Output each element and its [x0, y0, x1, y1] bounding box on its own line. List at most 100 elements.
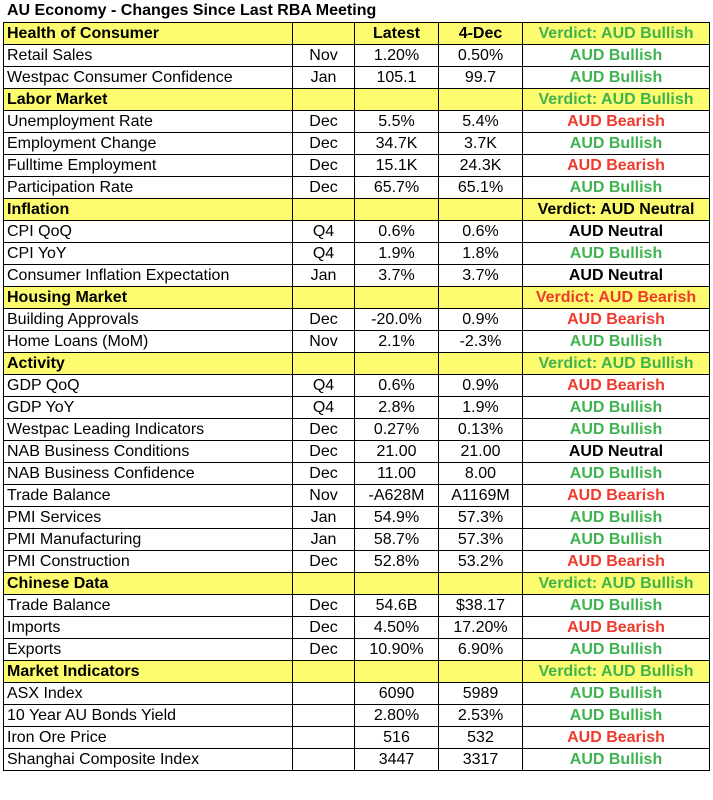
indicator-name-cell[interactable]: NAB Business Conditions: [3, 440, 293, 463]
latest-value-cell[interactable]: 54.6B: [354, 594, 439, 617]
verdict-cell[interactable]: AUD Neutral: [522, 220, 710, 243]
indicator-name-cell[interactable]: Labor Market: [3, 88, 293, 111]
verdict-cell[interactable]: Verdict: AUD Neutral: [522, 198, 710, 221]
period-cell[interactable]: Dec: [292, 110, 355, 133]
previous-value-cell[interactable]: [438, 198, 523, 221]
latest-value-cell[interactable]: [354, 660, 439, 683]
period-cell[interactable]: [292, 748, 355, 771]
indicator-name-cell[interactable]: Shanghai Composite Index: [3, 748, 293, 771]
indicator-name-cell[interactable]: Housing Market: [3, 286, 293, 309]
previous-value-cell[interactable]: 17.20%: [438, 616, 523, 639]
verdict-cell[interactable]: AUD Bullish: [522, 418, 710, 441]
latest-value-cell[interactable]: 4.50%: [354, 616, 439, 639]
previous-value-cell[interactable]: A1169M: [438, 484, 523, 507]
verdict-cell[interactable]: AUD Bullish: [522, 506, 710, 529]
indicator-name-cell[interactable]: Activity: [3, 352, 293, 375]
verdict-cell[interactable]: AUD Bullish: [522, 242, 710, 265]
latest-value-cell[interactable]: 58.7%: [354, 528, 439, 551]
verdict-cell[interactable]: AUD Bullish: [522, 176, 710, 199]
previous-value-cell[interactable]: 532: [438, 726, 523, 749]
period-cell[interactable]: Dec: [292, 440, 355, 463]
previous-value-cell[interactable]: 0.9%: [438, 308, 523, 331]
indicator-name-cell[interactable]: Building Approvals: [3, 308, 293, 331]
previous-value-cell[interactable]: 99.7: [438, 66, 523, 89]
indicator-name-cell[interactable]: GDP QoQ: [3, 374, 293, 397]
period-cell[interactable]: [292, 660, 355, 683]
previous-value-cell[interactable]: -2.3%: [438, 330, 523, 353]
verdict-cell[interactable]: AUD Bullish: [522, 682, 710, 705]
previous-value-cell[interactable]: 1.9%: [438, 396, 523, 419]
latest-value-cell[interactable]: [354, 88, 439, 111]
indicator-name-cell[interactable]: Health of Consumer: [3, 22, 293, 45]
indicator-name-cell[interactable]: Westpac Consumer Confidence: [3, 66, 293, 89]
latest-value-cell[interactable]: 2.80%: [354, 704, 439, 727]
verdict-cell[interactable]: AUD Bullish: [522, 330, 710, 353]
previous-value-cell[interactable]: [438, 572, 523, 595]
indicator-name-cell[interactable]: 10 Year AU Bonds Yield: [3, 704, 293, 727]
latest-value-cell[interactable]: [354, 198, 439, 221]
previous-value-cell[interactable]: 5989: [438, 682, 523, 705]
previous-value-cell[interactable]: 65.1%: [438, 176, 523, 199]
verdict-cell[interactable]: AUD Bullish: [522, 462, 710, 485]
verdict-cell[interactable]: Verdict: AUD Bullish: [522, 88, 710, 111]
previous-value-cell[interactable]: 57.3%: [438, 528, 523, 551]
indicator-name-cell[interactable]: Imports: [3, 616, 293, 639]
previous-value-cell[interactable]: 53.2%: [438, 550, 523, 573]
verdict-cell[interactable]: Verdict: AUD Bearish: [522, 286, 710, 309]
indicator-name-cell[interactable]: PMI Manufacturing: [3, 528, 293, 551]
latest-value-cell[interactable]: 54.9%: [354, 506, 439, 529]
previous-value-cell[interactable]: 1.8%: [438, 242, 523, 265]
previous-value-cell[interactable]: $38.17: [438, 594, 523, 617]
previous-value-cell[interactable]: 0.50%: [438, 44, 523, 67]
previous-value-cell[interactable]: 0.13%: [438, 418, 523, 441]
latest-value-cell[interactable]: 3.7%: [354, 264, 439, 287]
latest-value-cell[interactable]: 5.5%: [354, 110, 439, 133]
period-cell[interactable]: Jan: [292, 66, 355, 89]
period-cell[interactable]: Dec: [292, 154, 355, 177]
verdict-cell[interactable]: AUD Bullish: [522, 396, 710, 419]
period-cell[interactable]: [292, 682, 355, 705]
verdict-cell[interactable]: AUD Bullish: [522, 638, 710, 661]
indicator-name-cell[interactable]: Iron Ore Price: [3, 726, 293, 749]
indicator-name-cell[interactable]: ASX Index: [3, 682, 293, 705]
latest-value-cell[interactable]: [354, 352, 439, 375]
period-cell[interactable]: Q4: [292, 396, 355, 419]
period-cell[interactable]: [292, 88, 355, 111]
indicator-name-cell[interactable]: PMI Services: [3, 506, 293, 529]
verdict-cell[interactable]: AUD Bullish: [522, 132, 710, 155]
previous-value-cell[interactable]: 6.90%: [438, 638, 523, 661]
latest-value-cell[interactable]: 516: [354, 726, 439, 749]
indicator-name-cell[interactable]: NAB Business Confidence: [3, 462, 293, 485]
verdict-cell[interactable]: AUD Bullish: [522, 528, 710, 551]
verdict-cell[interactable]: AUD Bearish: [522, 726, 710, 749]
period-cell[interactable]: Nov: [292, 484, 355, 507]
verdict-cell[interactable]: AUD Bullish: [522, 748, 710, 771]
latest-value-cell[interactable]: 105.1: [354, 66, 439, 89]
verdict-cell[interactable]: AUD Bearish: [522, 154, 710, 177]
latest-value-cell[interactable]: 52.8%: [354, 550, 439, 573]
period-cell[interactable]: [292, 286, 355, 309]
period-cell[interactable]: [292, 572, 355, 595]
indicator-name-cell[interactable]: Market Indicators: [3, 660, 293, 683]
indicator-name-cell[interactable]: Trade Balance: [3, 594, 293, 617]
previous-value-cell[interactable]: [438, 352, 523, 375]
previous-value-cell[interactable]: 4-Dec: [438, 22, 523, 45]
period-cell[interactable]: Q4: [292, 242, 355, 265]
period-cell[interactable]: [292, 352, 355, 375]
period-cell[interactable]: Q4: [292, 374, 355, 397]
indicator-name-cell[interactable]: GDP YoY: [3, 396, 293, 419]
previous-value-cell[interactable]: 3317: [438, 748, 523, 771]
period-cell[interactable]: Dec: [292, 638, 355, 661]
indicator-name-cell[interactable]: Exports: [3, 638, 293, 661]
indicator-name-cell[interactable]: Consumer Inflation Expectation: [3, 264, 293, 287]
latest-value-cell[interactable]: 34.7K: [354, 132, 439, 155]
latest-value-cell[interactable]: 3447: [354, 748, 439, 771]
previous-value-cell[interactable]: 0.9%: [438, 374, 523, 397]
previous-value-cell[interactable]: 8.00: [438, 462, 523, 485]
verdict-cell[interactable]: Verdict: AUD Bullish: [522, 572, 710, 595]
verdict-cell[interactable]: AUD Bullish: [522, 44, 710, 67]
latest-value-cell[interactable]: 65.7%: [354, 176, 439, 199]
latest-value-cell[interactable]: 2.1%: [354, 330, 439, 353]
latest-value-cell[interactable]: 11.00: [354, 462, 439, 485]
indicator-name-cell[interactable]: Trade Balance: [3, 484, 293, 507]
